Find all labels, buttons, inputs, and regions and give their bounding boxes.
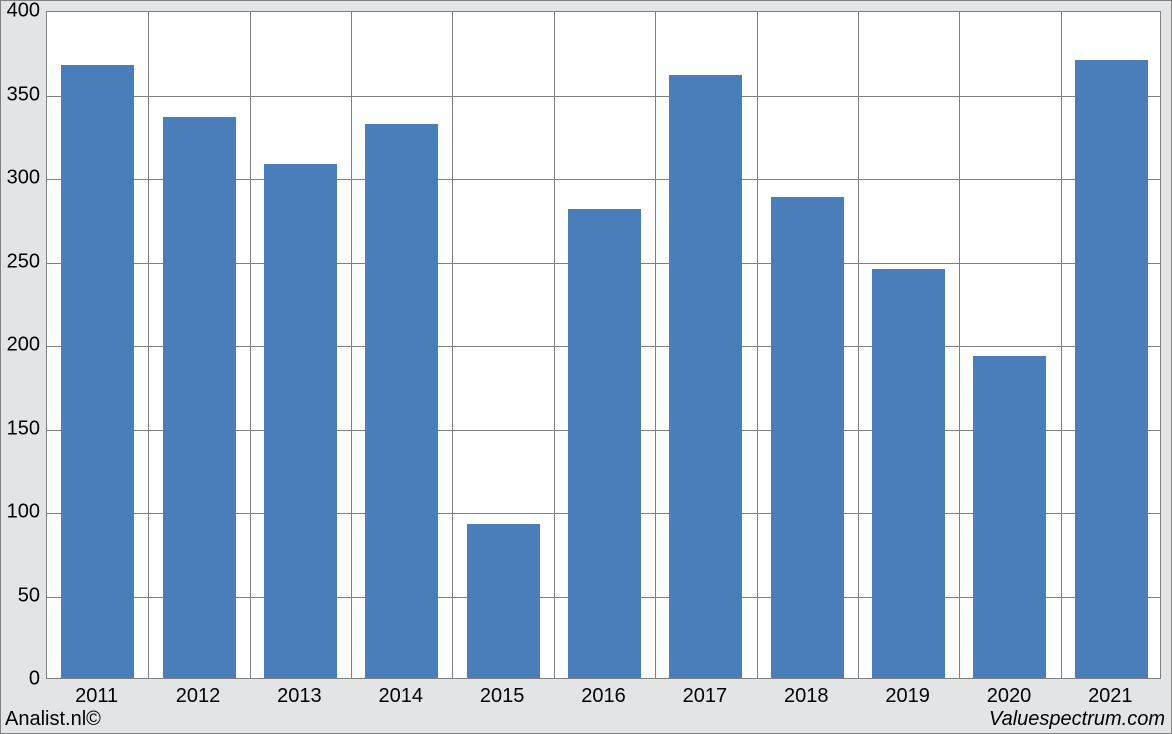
y-tick-label: 0 — [1, 668, 40, 691]
x-tick-label: 2018 — [784, 685, 829, 708]
footer-left-credit: Analist.nl© — [5, 708, 101, 731]
x-tick-label: 2020 — [987, 685, 1032, 708]
y-tick-label: 400 — [1, 0, 40, 23]
y-tick-label: 100 — [1, 501, 40, 524]
bar — [669, 75, 742, 678]
chart-container: 0 50 100 150 200 250 300 350 400 2011 2012 2013 201… — [0, 0, 1172, 734]
x-tick-label: 2017 — [683, 685, 728, 708]
plot-area — [46, 11, 1161, 679]
bar — [264, 164, 337, 678]
y-tick-label: 350 — [1, 83, 40, 106]
bar — [61, 65, 134, 678]
y-tick-label: 300 — [1, 167, 40, 190]
bar — [467, 524, 540, 678]
y-tick-label: 250 — [1, 250, 40, 273]
bar — [973, 356, 1046, 678]
bar — [872, 269, 945, 678]
x-tick-label: 2015 — [480, 685, 525, 708]
x-tick-label: 2011 — [75, 685, 118, 708]
y-tick-label: 150 — [1, 417, 40, 440]
x-tick-label: 2021 — [1088, 685, 1133, 708]
x-tick-label: 2019 — [885, 685, 930, 708]
x-tick-label: 2013 — [277, 685, 322, 708]
gridline-vertical — [1061, 12, 1062, 678]
gridline-vertical — [452, 12, 453, 678]
bar — [771, 197, 844, 678]
y-tick-label: 200 — [1, 334, 40, 357]
bar — [568, 209, 641, 678]
x-tick-label: 2012 — [176, 685, 221, 708]
bar — [163, 117, 236, 678]
gridline-vertical — [858, 12, 859, 678]
x-tick-label: 2014 — [379, 685, 424, 708]
bar — [1075, 60, 1148, 678]
x-tick-label: 2016 — [581, 685, 626, 708]
gridline-vertical — [655, 12, 656, 678]
gridline-vertical — [757, 12, 758, 678]
gridline-vertical — [148, 12, 149, 678]
gridline-vertical — [554, 12, 555, 678]
gridline-vertical — [959, 12, 960, 678]
gridline-vertical — [351, 12, 352, 678]
gridline-vertical — [250, 12, 251, 678]
footer-right-credit: Valuespectrum.com — [989, 708, 1165, 731]
bar — [365, 124, 438, 678]
y-tick-label: 50 — [1, 584, 40, 607]
gridline-horizontal — [47, 96, 1160, 97]
